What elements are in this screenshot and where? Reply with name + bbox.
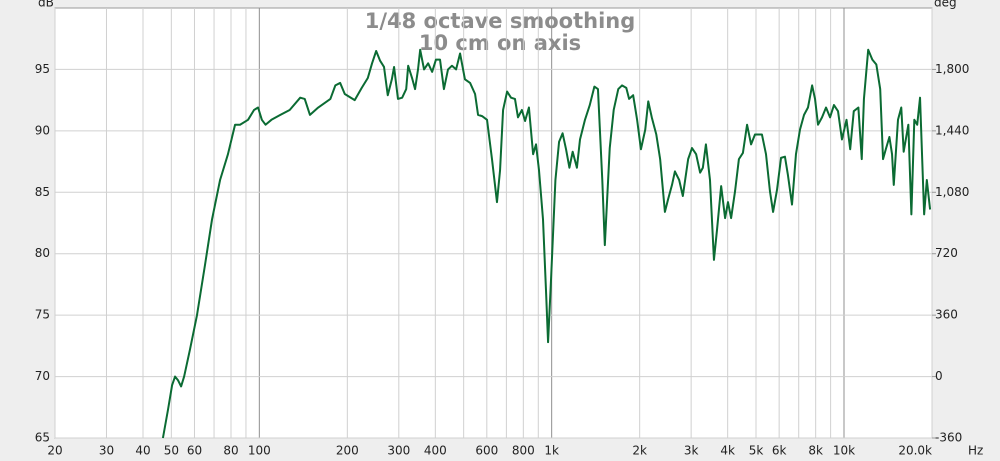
y-tick-label: 90 (35, 123, 50, 137)
y-tick-label: 70 (35, 369, 50, 383)
x-tick-label: 6k (772, 444, 787, 458)
x-tick-label: 80 (223, 444, 238, 458)
y2-tick-label: -360 (935, 431, 962, 445)
x-tick-label: 100 (248, 444, 271, 458)
y-axis-unit: dB (38, 0, 54, 10)
x-tick-label: 30 (99, 444, 114, 458)
response-line (161, 48, 932, 439)
y-tick-label: 65 (35, 431, 50, 445)
x-tick-label: 20 (47, 444, 62, 458)
x-tick-label: 4k (720, 444, 735, 458)
y2-tick-label: 1,800 (935, 62, 969, 76)
x-tick-label: 3k (684, 444, 699, 458)
x-tick-label: 60 (187, 444, 202, 458)
y-tick-label: 75 (35, 308, 50, 322)
y2-tick-label: 1,080 (935, 185, 969, 199)
y2-tick-label: 0 (935, 369, 943, 383)
x-tick-label: 10k (833, 444, 855, 458)
x-tick-label: 1k (544, 444, 559, 458)
x-tick-label: 600 (475, 444, 498, 458)
x-tick-label: 40 (135, 444, 150, 458)
y2-tick-label: 1,440 (935, 123, 969, 137)
x-tick-label: 8k (808, 444, 823, 458)
y2-tick-label: 360 (935, 308, 958, 322)
x-tick-label: 400 (424, 444, 447, 458)
x-tick-label: 2k (632, 444, 647, 458)
x-axis-unit: Hz (968, 444, 983, 458)
y2-tick-label: 720 (935, 246, 958, 260)
x-tick-label: 50 (164, 444, 179, 458)
plot-area (54, 7, 933, 439)
x-tick-label: 800 (512, 444, 535, 458)
x-tick-label: 20.0k (898, 444, 932, 458)
y-tick-label: 85 (35, 185, 50, 199)
x-tick-label: 5k (749, 444, 764, 458)
y-tick-label: 95 (35, 62, 50, 76)
chart-subtitle: 10 cm on axis (419, 31, 581, 55)
x-tick-label: 300 (387, 444, 410, 458)
y2-axis-unit: deg (934, 0, 957, 10)
y-tick-label: 80 (35, 246, 50, 260)
x-tick-label: 200 (336, 444, 359, 458)
chart-title: 1/48 octave smoothing (365, 9, 636, 33)
